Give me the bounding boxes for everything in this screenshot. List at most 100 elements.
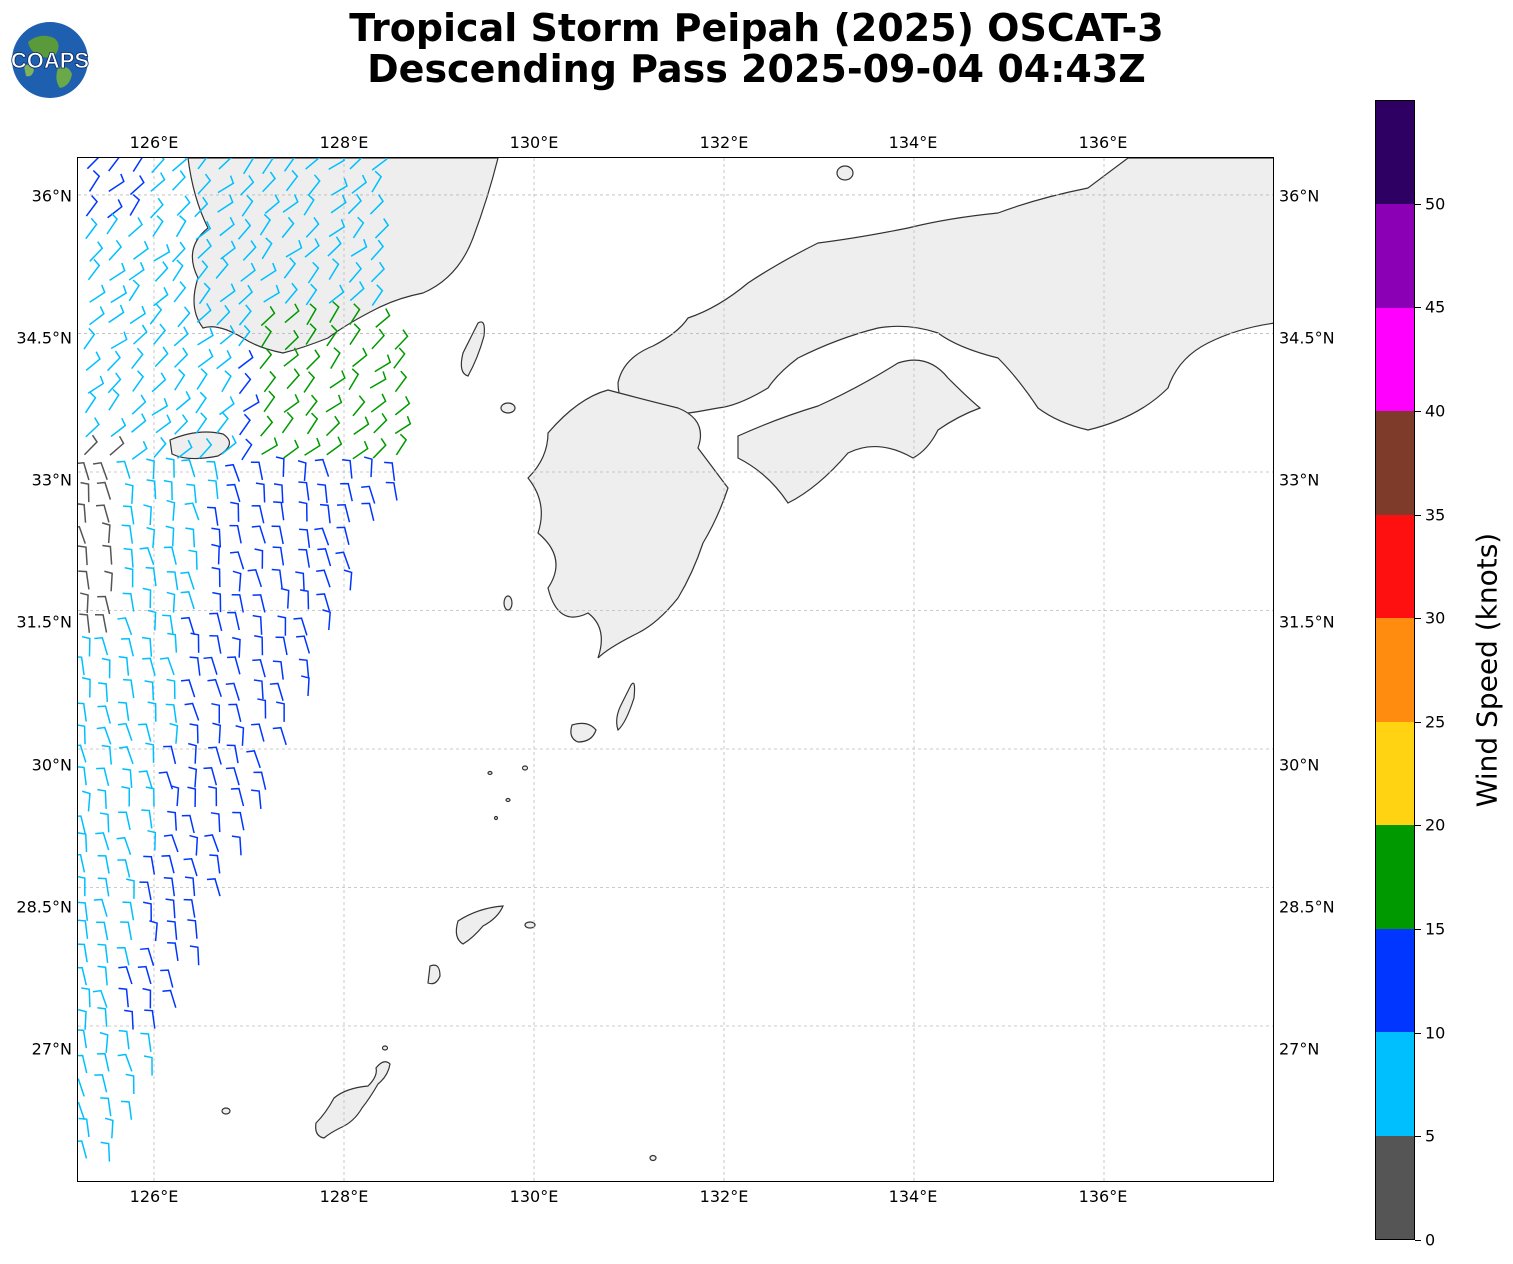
wind-barb bbox=[108, 158, 120, 172]
wind-barb bbox=[146, 526, 156, 548]
landmass-layer bbox=[169, 158, 1273, 1162]
colorbar-tick-mark bbox=[1415, 514, 1421, 516]
wind-barb bbox=[348, 368, 360, 391]
wind-barb bbox=[184, 502, 200, 521]
wind-barb bbox=[231, 835, 242, 856]
wind-barb bbox=[165, 703, 178, 723]
wind-barb bbox=[123, 547, 134, 568]
lat-tick-right-30: 30°N bbox=[1279, 755, 1320, 775]
wind-barb bbox=[139, 881, 152, 901]
wind-barb bbox=[109, 435, 125, 456]
wind-barb bbox=[98, 682, 109, 702]
wind-barb bbox=[198, 282, 211, 305]
lat-tick-right-33: 33°N bbox=[1279, 470, 1320, 490]
wind-barb bbox=[251, 723, 265, 742]
wind-barb bbox=[181, 459, 196, 478]
wind-barb bbox=[166, 499, 176, 521]
wind-barb bbox=[263, 284, 280, 303]
wind-barb bbox=[92, 989, 108, 1008]
wind-barb bbox=[241, 438, 253, 461]
wind-barb bbox=[281, 411, 294, 434]
wind-barb bbox=[261, 237, 273, 260]
wind-barb bbox=[371, 328, 385, 350]
wind-barb bbox=[173, 281, 187, 303]
wind-barb bbox=[189, 945, 200, 966]
wind-barb bbox=[395, 433, 408, 456]
wind-barb bbox=[100, 1097, 112, 1117]
wind-barb bbox=[284, 303, 300, 324]
wind-barb bbox=[353, 416, 370, 436]
wind-barb bbox=[329, 370, 346, 389]
wind-barb bbox=[131, 347, 144, 370]
wind-barb bbox=[372, 438, 387, 459]
wind-barb bbox=[257, 698, 267, 719]
lat-tick-right-28.5: 28.5°N bbox=[1279, 897, 1335, 917]
wind-barb bbox=[78, 503, 87, 523]
wind-barb bbox=[242, 394, 260, 413]
wind-barb bbox=[253, 679, 264, 700]
wind-barb bbox=[173, 326, 189, 347]
wind-barb bbox=[167, 941, 179, 962]
wind-barb bbox=[349, 158, 363, 170]
wind-barb bbox=[180, 571, 195, 590]
wind-barb bbox=[95, 504, 110, 523]
lon-tick-top-130: 130°E bbox=[509, 133, 559, 152]
wind-barb bbox=[188, 766, 198, 788]
colorbar-tick-label: 15 bbox=[1425, 919, 1446, 939]
wind-barb bbox=[106, 350, 121, 372]
colorbar-tick-label: 45 bbox=[1425, 297, 1446, 317]
wind-barb bbox=[275, 456, 285, 477]
daito-island bbox=[649, 1154, 657, 1162]
wind-barb bbox=[85, 195, 99, 217]
wind-barb bbox=[340, 482, 353, 502]
lon-tick-top-126: 126°E bbox=[129, 133, 179, 152]
wind-barb bbox=[269, 682, 284, 701]
wind-barb bbox=[183, 898, 196, 918]
wind-barb bbox=[171, 241, 186, 263]
wind-barb bbox=[293, 617, 308, 636]
wind-barb bbox=[207, 678, 222, 698]
wind-barb bbox=[361, 502, 375, 522]
wind-barb bbox=[231, 594, 245, 613]
wind-barb bbox=[78, 702, 87, 722]
wind-barb bbox=[306, 412, 319, 435]
wind-barb bbox=[97, 788, 107, 809]
lon-tick-bottom-128: 128°E bbox=[319, 1187, 369, 1206]
map-canvas[interactable] bbox=[78, 158, 1274, 1182]
colorbar-bin-4 bbox=[1376, 721, 1414, 826]
wind-barb bbox=[87, 258, 101, 281]
wind-barb bbox=[272, 726, 287, 746]
wind-barb bbox=[78, 966, 87, 986]
wind-barb bbox=[298, 658, 310, 679]
wind-barb bbox=[144, 680, 155, 701]
lat-tick-left-36: 36°N bbox=[31, 186, 72, 206]
colorbar-bin-7 bbox=[1376, 411, 1414, 515]
wind-barb bbox=[225, 463, 241, 482]
wind-barb bbox=[99, 1031, 109, 1053]
wind-barb bbox=[117, 722, 133, 741]
wind-barb bbox=[129, 193, 141, 216]
wind-barb bbox=[121, 524, 134, 544]
wind-barb bbox=[296, 635, 311, 654]
colorbar-tick-label: 5 bbox=[1425, 1126, 1436, 1146]
wind-barb bbox=[110, 417, 127, 438]
wind-barb bbox=[260, 325, 272, 348]
yakushima-island bbox=[570, 722, 597, 743]
wind-barb bbox=[197, 238, 212, 259]
wind-barb bbox=[163, 877, 176, 897]
wind-barb bbox=[116, 836, 132, 855]
wind-barb bbox=[322, 609, 331, 631]
wind-barb bbox=[187, 919, 198, 939]
wind-barb bbox=[241, 194, 254, 217]
wind-barb bbox=[85, 417, 100, 438]
wind-barb bbox=[314, 458, 330, 477]
jeju-island bbox=[169, 431, 230, 460]
map-plot-area[interactable] bbox=[77, 157, 1274, 1182]
wind-barb bbox=[129, 305, 147, 325]
wind-barb bbox=[263, 390, 276, 413]
wind-barb bbox=[195, 391, 207, 414]
wind-barb bbox=[325, 394, 343, 413]
wind-barb bbox=[394, 370, 408, 393]
wind-barb bbox=[331, 178, 348, 196]
korea-peninsula bbox=[187, 158, 499, 354]
